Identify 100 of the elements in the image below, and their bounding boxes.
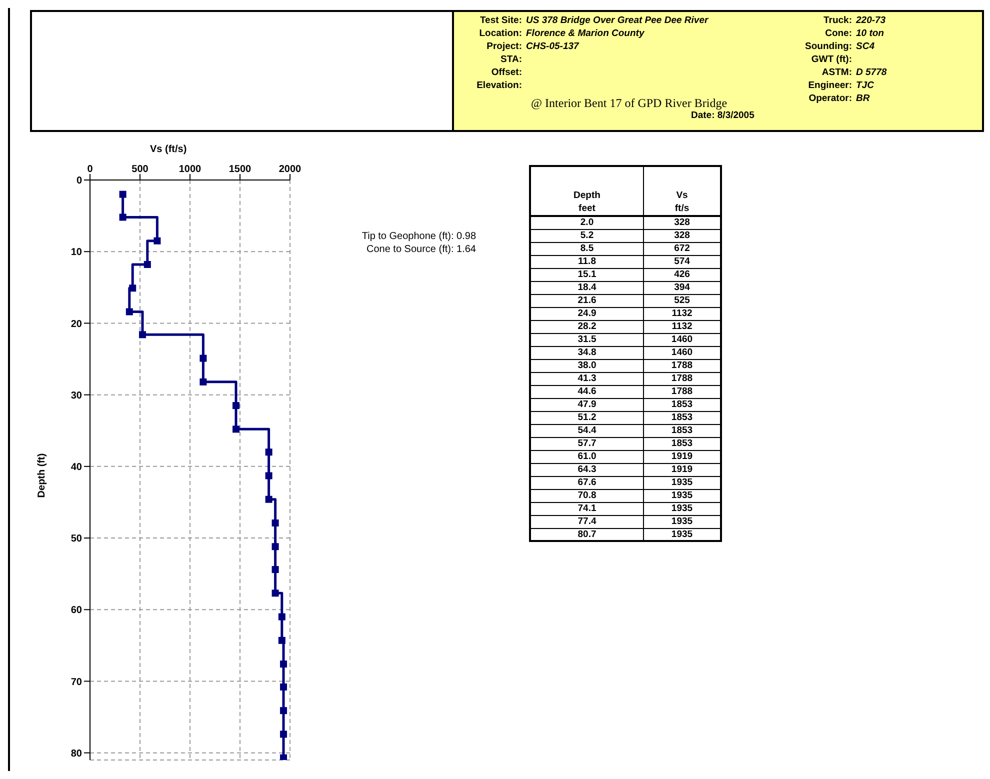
category-label: 64.3 xyxy=(530,463,644,476)
point xyxy=(265,472,272,480)
point xyxy=(272,543,279,550)
data-label: 328 xyxy=(673,229,691,242)
text: Depth xyxy=(530,166,644,202)
point xyxy=(280,730,287,738)
data-label: 426 xyxy=(673,268,691,281)
point xyxy=(272,590,279,597)
data-label: 1935 xyxy=(670,489,694,502)
category-label: 70.8 xyxy=(530,489,644,502)
text: Engineer: TJC xyxy=(807,80,874,93)
text: ft/s xyxy=(674,202,690,216)
text: feet xyxy=(530,202,644,216)
text: Location: Florence & Marion County xyxy=(478,28,644,41)
category-label: 47.9 xyxy=(530,398,644,411)
data-label: 1132 xyxy=(670,320,694,333)
category-label: 15.1 xyxy=(530,268,644,281)
y-tick-label: 80 xyxy=(70,748,82,760)
data-label: 1853 xyxy=(670,411,694,424)
text: Cone: 10 ton xyxy=(824,28,884,41)
point xyxy=(200,378,207,386)
point xyxy=(154,237,161,244)
data-label: 1853 xyxy=(670,398,694,411)
y-tick-label: 60 xyxy=(70,605,82,616)
text: Operator: BR xyxy=(808,93,870,106)
text: Elevation: xyxy=(476,80,522,93)
category-label: 61.0 xyxy=(530,450,644,463)
data-label: 1132 xyxy=(670,307,694,320)
point xyxy=(280,683,287,690)
data-label: 1935 xyxy=(670,476,694,489)
category-label: 28.2 xyxy=(530,320,644,333)
category-label: 80.7 xyxy=(530,528,644,541)
category-label: 77.4 xyxy=(530,515,644,528)
data-label: 394 xyxy=(673,281,691,294)
y-tick-label: 50 xyxy=(70,534,82,545)
point xyxy=(139,331,146,338)
y-tick-label: 10 xyxy=(70,247,82,258)
y-tick-label: 40 xyxy=(70,462,82,473)
y-tick-label: 20 xyxy=(70,318,82,330)
point xyxy=(272,519,279,526)
category-label: 21.6 xyxy=(530,294,644,307)
category-label: 31.5 xyxy=(530,333,644,346)
text: Offset: xyxy=(490,67,522,80)
point xyxy=(278,636,286,644)
category-label: 18.4 xyxy=(530,281,644,294)
data-label: 1919 xyxy=(670,463,694,476)
x-tick-label: 1000 xyxy=(178,164,202,175)
y-tick-label: 70 xyxy=(70,676,82,688)
point xyxy=(200,354,207,362)
text: Sounding: SC4 xyxy=(804,41,874,54)
category-label: 5.2 xyxy=(530,229,644,242)
category-label: 51.2 xyxy=(530,411,644,424)
data-label: 672 xyxy=(673,242,691,255)
data-label: 328 xyxy=(673,216,691,229)
data-label: 1788 xyxy=(670,385,694,398)
text: ASTM: D 5778 xyxy=(820,67,887,80)
data-label: 1460 xyxy=(670,346,694,359)
text: Truck: 220-73 xyxy=(822,15,886,28)
point xyxy=(129,284,136,292)
data-label: 1788 xyxy=(670,359,694,372)
data-label: 1788 xyxy=(670,372,694,385)
point xyxy=(280,660,287,668)
category-label: 2.0 xyxy=(530,216,644,229)
x-tick-label: 500 xyxy=(132,164,149,175)
data-label: 1935 xyxy=(670,515,694,528)
point xyxy=(119,190,126,198)
category-label: 44.6 xyxy=(530,385,644,398)
x-tick-label: 0 xyxy=(87,164,94,175)
x-tick-label: 1500 xyxy=(228,164,252,175)
point xyxy=(119,214,126,221)
text: Tip to Geophone (ft): 0.98 xyxy=(360,231,476,242)
category-label: 24.9 xyxy=(530,307,644,320)
data-label: 574 xyxy=(673,255,691,268)
point xyxy=(278,613,286,620)
category-label: 54.4 xyxy=(530,424,644,437)
category-label: 34.8 xyxy=(530,346,644,359)
point xyxy=(232,402,240,410)
text: STA: xyxy=(500,54,522,67)
point xyxy=(144,260,151,268)
data-label: 1853 xyxy=(670,437,694,450)
data-label: 1919 xyxy=(670,450,694,463)
data-label: 1853 xyxy=(670,424,694,437)
point xyxy=(232,426,240,433)
x-tick-label: 2000 xyxy=(278,164,302,175)
category-label: 38.0 xyxy=(530,359,644,372)
text: @ Interior Bent 17 of GPD River Bridge xyxy=(531,96,728,111)
data-label: 1935 xyxy=(670,502,694,515)
category-label: 8.5 xyxy=(530,242,644,255)
text: GWT (ft): xyxy=(810,54,852,67)
point xyxy=(280,707,287,714)
y-tick-label: 30 xyxy=(70,390,82,402)
text: Vs xyxy=(675,189,689,202)
x-axis-title: Vs (ft/s) xyxy=(150,144,187,155)
data-label: 1935 xyxy=(670,528,694,541)
data-label: 1460 xyxy=(670,333,694,346)
y-axis-title: Depth (ft) xyxy=(36,453,48,498)
text: Date: 8/3/2005 xyxy=(691,110,754,121)
category-label: 67.6 xyxy=(530,476,644,489)
point xyxy=(265,496,272,503)
point xyxy=(265,448,272,456)
